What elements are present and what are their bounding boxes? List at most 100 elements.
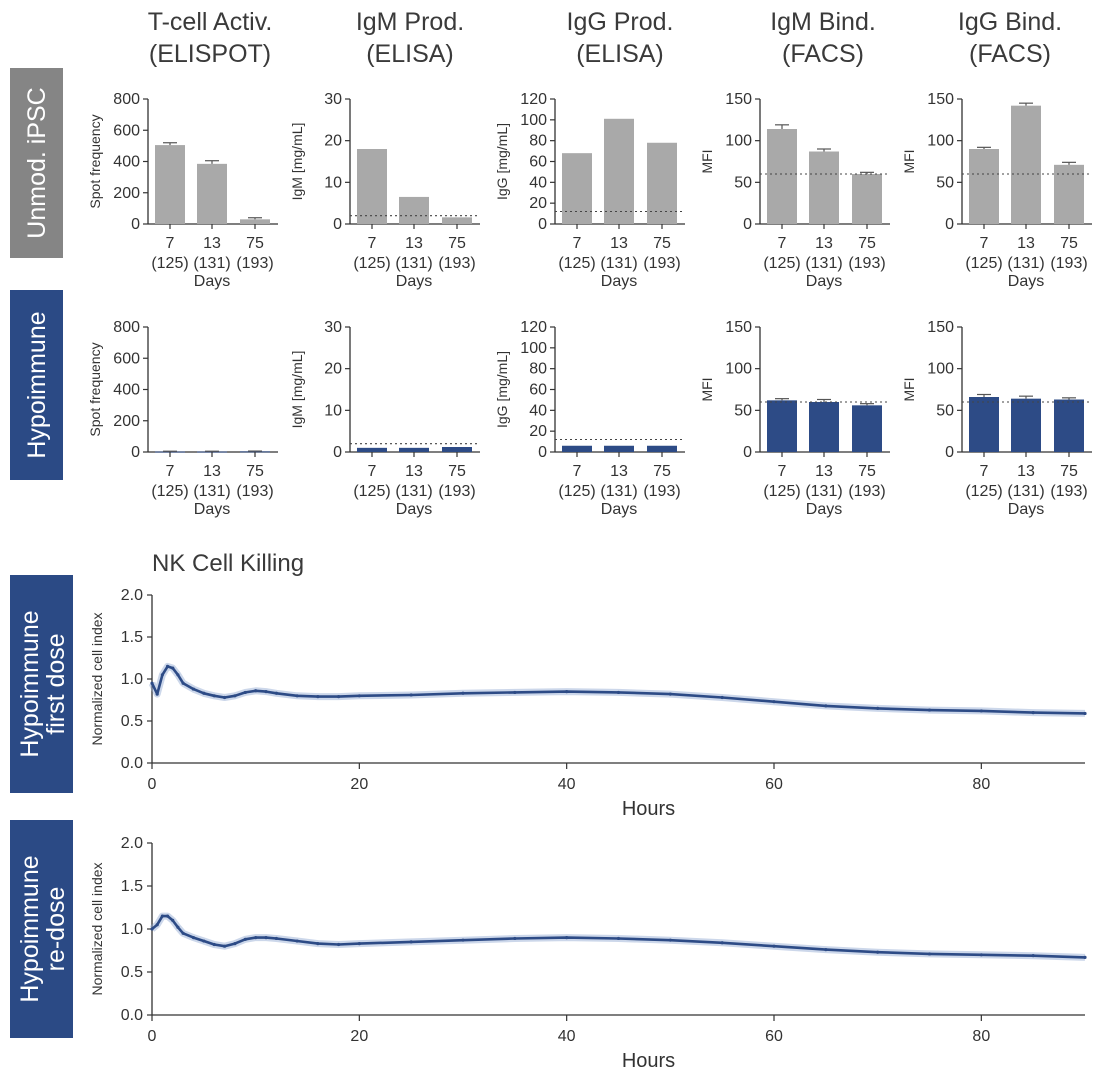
data-point [1083, 955, 1087, 959]
x-tick-sublabel: (193) [438, 255, 475, 272]
data-point [772, 700, 776, 704]
y-tick-label: 20 [324, 133, 342, 150]
data-point [181, 931, 185, 935]
x-axis-label: Days [1008, 501, 1044, 518]
data-point [461, 691, 465, 695]
y-tick-label: 0 [131, 444, 140, 461]
x-tick-label: 0 [148, 776, 157, 793]
bar [809, 402, 839, 452]
col-title-2-line1: IgG Prod. [567, 8, 674, 36]
y-tick-label: 400 [113, 154, 140, 171]
y-tick-label: 0 [538, 216, 547, 233]
x-tick-sublabel: (131) [805, 255, 842, 272]
series-line [150, 665, 1086, 715]
x-tick-label: 7 [980, 463, 989, 480]
data-point [274, 936, 278, 941]
x-axis-label: Days [396, 273, 432, 290]
data-point [668, 938, 672, 942]
row-label-unmod-box [10, 68, 63, 258]
row-label-hypo-text: Hypoimmune [23, 311, 51, 458]
y-tick-label: 120 [520, 91, 547, 108]
data-point [160, 914, 164, 918]
bar [562, 445, 592, 452]
bar-chart-0-4: 0 50 100 150 MFI 7 (125) 13 (131) 75 (193) Days [901, 91, 1092, 290]
y-tick-label: 100 [725, 133, 752, 150]
data-point [513, 690, 517, 695]
row-label-unmod-text: Unmod. iPSC [23, 87, 51, 238]
bar [197, 163, 227, 224]
data-point [191, 936, 196, 940]
x-tick-sublabel: (193) [643, 255, 680, 272]
x-tick-sublabel: (125) [965, 255, 1002, 272]
y-tick-label: 0 [945, 444, 954, 461]
data-point [513, 936, 517, 941]
row-label-first-dose-box [10, 575, 73, 793]
x-axis-label: Days [194, 273, 230, 290]
x-tick-sublabel: (193) [1050, 483, 1087, 500]
x-axis-label: Hours [622, 798, 675, 820]
bar [155, 145, 185, 224]
bar [647, 142, 677, 224]
data-point [927, 952, 932, 956]
bar-chart-0-1: 0 10 20 30 IgM [mg/mL] 7 (125) 13 (131) 75 (193) Da… [289, 91, 480, 290]
data-point [357, 694, 361, 698]
x-tick-label: 75 [858, 463, 876, 480]
x-axis-label: Days [601, 501, 637, 518]
y-tick-label: 10 [324, 402, 342, 419]
data-point [176, 673, 180, 677]
y-tick-label: 800 [113, 319, 140, 336]
data-point [461, 938, 465, 942]
bar-chart-0-2: 0 20 40 60 80 100 120 IgG [mg/mL] 7 (125) 13 (131) 7… [494, 91, 685, 290]
col-title-3-line1: IgM Bind. [770, 8, 876, 36]
y-tick-label: 0 [743, 216, 752, 233]
bar [562, 153, 592, 224]
y-tick-label: 80 [529, 361, 547, 378]
line-chart-1: 0.0 0.5 1.0 1.5 2.0 0 20 40 60 80 Hours Normalized … [89, 835, 1087, 1072]
y-tick-label: 60 [529, 154, 547, 171]
y-tick-label: 100 [520, 340, 547, 357]
y-tick-label: 30 [324, 319, 342, 336]
data-point [616, 936, 621, 941]
x-tick-label: 13 [815, 235, 833, 252]
bar [767, 400, 797, 452]
data-point [165, 914, 170, 918]
y-axis-label: IgM [mg/mL] [289, 351, 305, 429]
data-point [1083, 711, 1087, 716]
x-tick-label: 7 [166, 463, 175, 480]
x-tick-sublabel: (193) [848, 483, 885, 500]
x-tick-sublabel: (131) [600, 255, 637, 272]
y-tick-label: 1.0 [121, 921, 143, 938]
x-tick-label: 13 [203, 463, 221, 480]
x-axis-label: Days [194, 501, 230, 518]
bar [969, 149, 999, 224]
y-tick-label: 600 [113, 122, 140, 139]
data-point [409, 940, 413, 944]
column-titles: T-cell Activ. (ELISPOT) IgM Prod. (ELISA… [148, 8, 1062, 68]
y-tick-label: 1.5 [121, 878, 143, 895]
x-tick-label: 13 [815, 463, 833, 480]
data-point [720, 695, 724, 700]
bar-chart-1-0: 0 200 400 600 800 Spot frequency 7 (125) 13 (131)… [87, 319, 278, 518]
x-tick-label: 60 [765, 1028, 783, 1045]
bar [240, 451, 270, 453]
y-axis-label: Spot frequency [87, 342, 103, 436]
x-tick-sublabel: (131) [193, 483, 230, 500]
x-tick-label: 40 [558, 1028, 576, 1045]
col-title-4-line1: IgG Bind. [958, 8, 1062, 36]
bar [399, 196, 429, 224]
data-point [176, 925, 180, 929]
y-tick-label: 2.0 [121, 835, 143, 852]
y-axis-label: IgM [mg/mL] [289, 123, 305, 201]
data-point [150, 681, 154, 685]
x-tick-sublabel: (193) [1050, 255, 1087, 272]
x-tick-label: 7 [573, 463, 582, 480]
data-point [409, 693, 413, 697]
bar [240, 219, 270, 224]
y-tick-label: 600 [113, 350, 140, 367]
data-point [668, 692, 672, 696]
bar [604, 118, 634, 224]
y-axis-label: MFI [901, 377, 917, 401]
y-tick-label: 0 [333, 444, 342, 461]
data-point [233, 694, 237, 698]
col-title-4-line2: (FACS) [969, 40, 1051, 68]
